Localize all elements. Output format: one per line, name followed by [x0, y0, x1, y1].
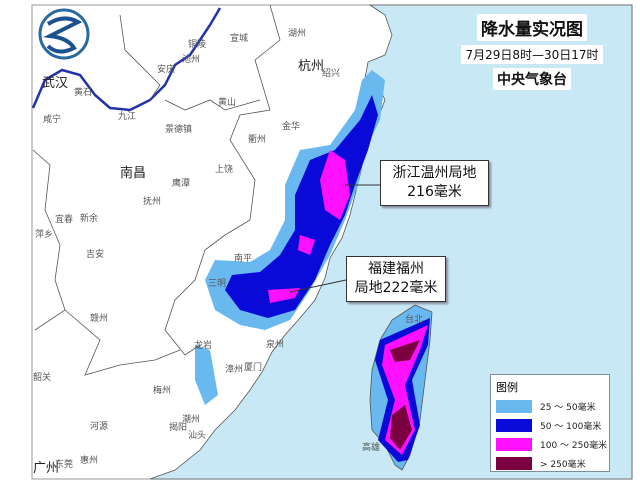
city-label: 咸宁 — [43, 115, 62, 125]
legend-swatch — [496, 438, 532, 451]
city-label: 泉州 — [266, 340, 285, 350]
city-label: 黄山 — [218, 98, 237, 108]
legend-swatch — [496, 400, 532, 413]
legend-item: 25 ～ 50毫米 — [496, 397, 609, 416]
city-label: 黄石 — [74, 88, 93, 98]
city-label: 漳州 — [225, 365, 244, 375]
logo — [38, 8, 90, 60]
city-label: 韶关 — [33, 373, 52, 383]
city-label: 高雄 — [362, 443, 381, 453]
city-label: 抚州 — [143, 197, 162, 207]
city-label: 龙岩 — [194, 341, 213, 351]
city-label: 厦门 — [244, 363, 263, 373]
city-label: 赣州 — [90, 314, 109, 324]
city-label-major: 南昌 — [120, 166, 147, 181]
callout-line: 浙江温州局地 — [392, 165, 477, 181]
rain-50-100-zone — [225, 95, 378, 318]
city-label: 新余 — [80, 214, 99, 224]
city-label: 九江 — [118, 112, 137, 122]
city-label: 安庆 — [157, 65, 176, 75]
city-label: 吉安 — [86, 250, 105, 260]
legend-item: 100 ～ 250毫米 — [496, 435, 609, 454]
city-label: 惠州 — [80, 456, 99, 466]
province-borders — [32, 4, 281, 376]
city-label: 河源 — [90, 422, 109, 432]
sea — [149, 4, 633, 480]
city-label: 湖州 — [288, 29, 307, 39]
city-label: 南平 — [234, 254, 253, 264]
city-label: 潮州 — [182, 415, 201, 425]
legend-swatch — [496, 419, 532, 432]
city-label: 池州 — [182, 55, 201, 65]
city-label: 汕头 — [188, 431, 207, 441]
city-label: 东莞 — [55, 460, 74, 470]
legend-swatch — [496, 457, 532, 470]
city-label: 衢州 — [248, 135, 267, 145]
city-label: 三明 — [208, 279, 227, 289]
city-label-major: 广州 — [33, 461, 60, 476]
city-label: 萍乡 — [35, 230, 54, 240]
city-label: 铜陵 — [188, 40, 207, 50]
taiwan-band-250-north — [390, 340, 420, 362]
legend-item: 50 ～ 100毫米 — [496, 416, 609, 435]
callout-fuzhou: 福建福州 局地222毫米 — [346, 256, 446, 302]
rain-100-250-wenzhou — [320, 150, 350, 220]
city-label: 梅州 — [153, 386, 172, 396]
legend-item: > 250毫米 — [496, 454, 609, 473]
city-label: 宣城 — [230, 34, 249, 44]
map-source: 中央气象台 — [493, 68, 571, 90]
yangtze-river — [31, 7, 222, 112]
taiwan-band-250-south — [390, 405, 412, 450]
city-label: 鹰潭 — [172, 179, 191, 189]
city-label: 上饶 — [215, 165, 234, 175]
rain-25-50-longyan — [195, 345, 218, 405]
city-label: 揭阳 — [169, 423, 188, 433]
map-period: 7月29日8时—30日17时 — [461, 45, 603, 64]
map-title: 降水量实况图 — [477, 14, 587, 41]
city-label: 宜春 — [55, 215, 74, 225]
title-box: 降水量实况图 7月29日8时—30日17时 中央气象台 — [446, 12, 618, 92]
city-label: 绍兴 — [322, 69, 341, 79]
city-label: 金华 — [282, 122, 301, 132]
city-label-major: 武汉 — [42, 76, 69, 91]
callout-wenzhou: 浙江温州局地 216毫米 — [380, 160, 489, 206]
city-label: 景德镇 — [165, 125, 193, 135]
city-label-major: 杭州 — [298, 59, 325, 74]
callout-line: 福建福州 — [368, 261, 424, 277]
callout-line: 216毫米 — [407, 184, 462, 200]
rain-100-250-ningde — [298, 235, 315, 255]
callout-line: 局地222毫米 — [354, 280, 438, 296]
city-label: 台北 — [405, 315, 424, 325]
legend: 图例 25 ～ 50毫米 50 ～ 100毫米 100 ～ 250毫米 > 25… — [490, 374, 610, 472]
legend-title: 图例 — [496, 381, 518, 394]
